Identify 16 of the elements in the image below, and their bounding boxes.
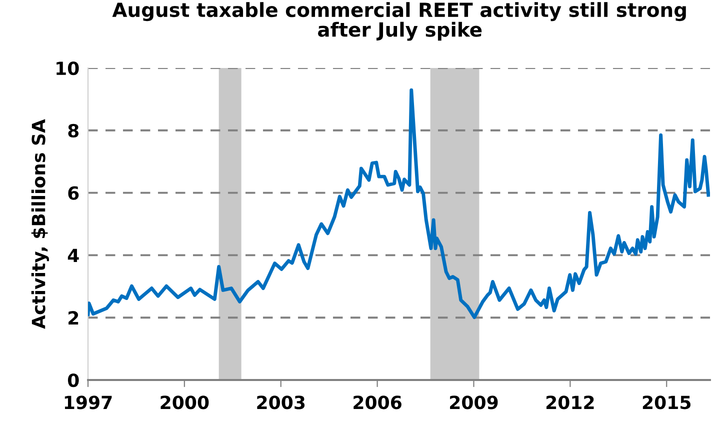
x-tick-label: 2015 bbox=[642, 396, 690, 410]
y-tick-label: 6 bbox=[68, 186, 79, 200]
y-axis-title: Activity, $Billions SA bbox=[31, 119, 49, 329]
x-tick-label: 2012 bbox=[546, 396, 594, 410]
y-tick-label: 4 bbox=[68, 248, 79, 262]
y-tick-label: 2 bbox=[68, 311, 78, 324]
y-tick-label: 0 bbox=[68, 373, 79, 388]
x-tick-label: 2000 bbox=[160, 396, 209, 410]
x-tick-label: 2006 bbox=[354, 396, 402, 410]
y-tick-label: 10 bbox=[56, 61, 79, 76]
chart-title: August taxable commercial REET activity still strong after July spike bbox=[112, 2, 686, 41]
x-tick-label: 2003 bbox=[257, 396, 305, 410]
y-tick-label: 8 bbox=[68, 124, 79, 138]
x-tick-label: 2009 bbox=[450, 396, 498, 410]
line-series bbox=[88, 88, 710, 320]
x-tick-label: 1997 bbox=[64, 396, 112, 410]
